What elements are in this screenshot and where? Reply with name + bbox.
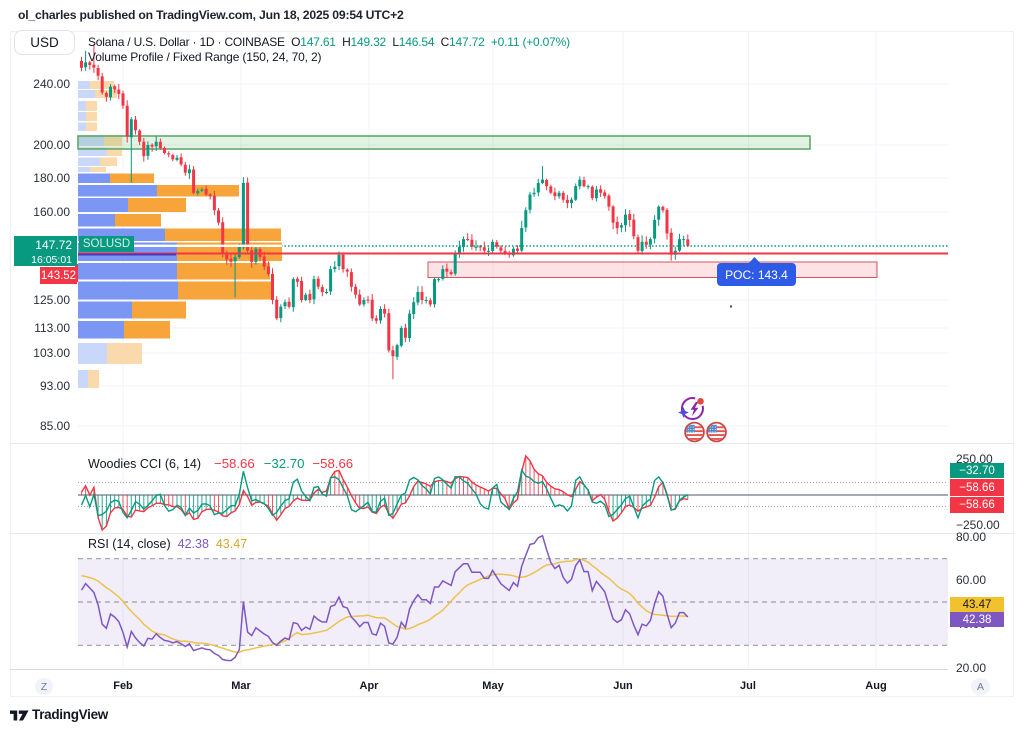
svg-text:POC: 143.4: POC: 143.4 (725, 268, 788, 282)
